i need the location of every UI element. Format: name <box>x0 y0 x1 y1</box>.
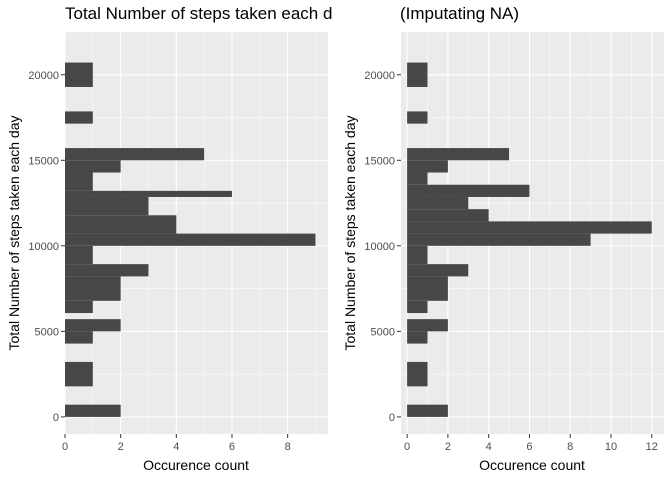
chart-title: (Imputating NA) <box>400 4 519 23</box>
histogram-bar <box>407 361 428 387</box>
chart-left: Total Number of steps taken each day 0 50… <box>6 0 400 473</box>
y-tick-label: 20000 <box>28 70 59 82</box>
y-tick-label: 5000 <box>371 326 395 338</box>
x-tick-label: 6 <box>229 441 235 453</box>
histogram-bar <box>65 300 93 314</box>
x-tick-label: 8 <box>285 441 291 453</box>
histogram-bar <box>65 196 149 216</box>
histogram-bar <box>65 233 316 246</box>
histogram-bar <box>65 190 232 197</box>
y-tick-label: 20000 <box>364 70 395 82</box>
histogram-bar <box>65 264 149 277</box>
x-tick-label: 12 <box>646 441 658 453</box>
bar-series <box>407 62 652 417</box>
histogram-bar <box>407 196 469 210</box>
histogram-bar <box>407 160 448 173</box>
y-tick-label: 15000 <box>28 155 59 167</box>
histogram-bar <box>407 62 428 87</box>
histogram-bar <box>65 172 93 191</box>
histogram-bar <box>65 245 93 265</box>
x-axis-ticks: 0 2 4 6 8 <box>62 434 291 453</box>
x-tick-label: 2 <box>118 441 124 453</box>
chart-title: Total Number of steps taken each day <box>65 4 351 23</box>
x-axis-title: Occurence count <box>143 457 249 473</box>
histogram-bar <box>407 331 428 344</box>
bar-series <box>65 62 316 417</box>
histogram-bar <box>407 300 428 314</box>
histogram-bar <box>65 215 177 234</box>
y-axis-title: Total Number of steps taken each day <box>342 115 358 350</box>
histogram-bar <box>65 276 121 301</box>
x-axis-title: Occurence count <box>479 457 585 473</box>
title-clip-mask <box>333 0 400 28</box>
y-axis-ticks: 0 5000 10000 15000 20000 <box>28 70 65 424</box>
histogram-bar <box>407 276 448 301</box>
histogram-bar <box>65 404 121 417</box>
y-axis-ticks: 0 5000 10000 15000 20000 <box>364 70 401 424</box>
y-axis-title: Total Number of steps taken each day <box>6 115 22 350</box>
histogram-bar <box>65 331 93 344</box>
histogram-bar <box>407 264 469 277</box>
histogram-bar <box>407 319 448 332</box>
y-tick-label: 10000 <box>364 241 395 253</box>
x-tick-label: 0 <box>62 441 68 453</box>
histogram-bar <box>65 319 121 332</box>
y-tick-label: 0 <box>389 412 395 424</box>
histogram-bar <box>65 111 93 124</box>
histogram-bar <box>407 172 428 185</box>
x-tick-label: 0 <box>404 441 410 453</box>
histogram-bar <box>407 111 428 124</box>
x-tick-label: 4 <box>173 441 179 453</box>
y-tick-label: 15000 <box>364 155 395 167</box>
histogram-bar <box>407 221 652 234</box>
histogram-bar <box>407 184 530 197</box>
y-tick-label: 5000 <box>35 326 59 338</box>
histogram-bar <box>65 361 93 387</box>
x-tick-label: 8 <box>567 441 573 453</box>
x-tick-label: 6 <box>526 441 532 453</box>
histogram-bar <box>65 160 121 173</box>
histogram-bar <box>65 148 205 161</box>
histogram-bar <box>65 62 93 87</box>
histogram-bar <box>407 209 489 222</box>
y-tick-label: 10000 <box>28 241 59 253</box>
x-tick-label: 10 <box>605 441 617 453</box>
histogram-bar <box>407 245 428 265</box>
y-tick-label: 0 <box>53 412 59 424</box>
histogram-bar <box>407 148 510 161</box>
histogram-bar <box>407 233 591 246</box>
x-tick-label: 2 <box>445 441 451 453</box>
chart-right: (Imputating NA) 0 5000 10000 15000 20000 0 2 4… <box>342 4 664 473</box>
histogram-bar <box>407 404 448 417</box>
x-axis-ticks: 0 2 4 6 8 10 12 <box>404 434 658 453</box>
x-tick-label: 4 <box>486 441 492 453</box>
